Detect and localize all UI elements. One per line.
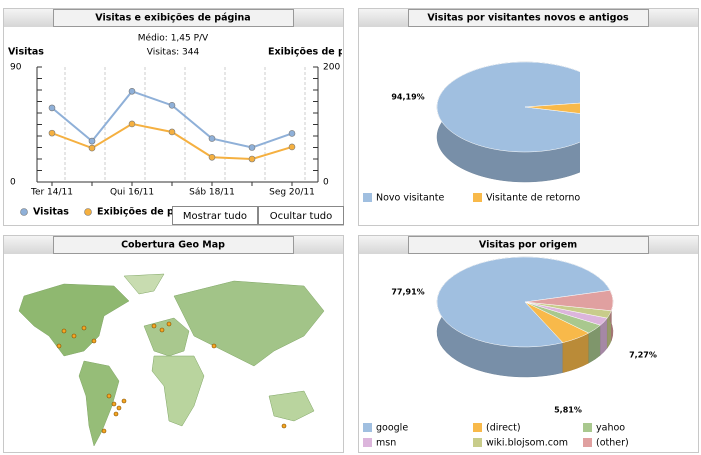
legend-label: (direct) [486,423,521,434]
point [288,130,296,137]
x-tick-label: Seg 20/11 [269,188,315,198]
point [288,143,296,151]
legend-label: (other) [596,438,629,449]
point [48,104,56,112]
point [48,129,56,137]
y2-tick-label: 200 [323,63,340,73]
button-label[interactable]: Mostrar tudo [183,211,247,222]
point [128,87,136,95]
panel-title: Visitas por visitantes novos e antigos [427,13,629,24]
legend-label: wiki.blojsom.com [486,438,568,449]
legend-label: Exibições de página [97,207,204,218]
legend-swatch [363,423,372,432]
legend-label: Novo visitante [376,193,445,204]
panel [3,8,344,226]
y-axis-label: Visitas [8,47,44,58]
y-tick-label: 90 [10,63,22,73]
panel-tab [408,236,649,254]
button[interactable] [172,206,258,225]
point [208,153,216,161]
button-label[interactable]: Ocultar tudo [270,211,333,222]
value-label: 94,19% [391,93,424,102]
legend-label: google [376,423,408,434]
pie-slice [436,61,580,153]
point [88,144,96,152]
y-tick-label: 0 [10,178,16,188]
point [248,144,256,151]
value-label: 7,27% [629,351,657,360]
legend-label: Visitas [33,207,69,218]
legend-marker [20,208,28,216]
value-label: 77,91% [391,288,424,297]
panel-tab [408,9,649,27]
panel-title: Visitas e exibições de página [95,13,250,24]
summary: Visitas: 344 [147,48,200,58]
legend-label: msn [376,438,396,449]
legend-swatch [363,438,372,447]
legend-label: Visitante de retorno [486,193,580,204]
pie-slice [524,102,580,114]
panel-tab [53,9,294,27]
panel-title: Cobertura Geo Map [121,240,225,251]
panel-title: Visitas por origem [479,240,577,251]
value-label: 5,81% [554,406,582,415]
pie-chart: 77,91% 5,81% 7,27% google (direct) yahoo msn wi… [363,256,657,449]
subtitle: Médio: 1,45 P/V [138,33,209,44]
button[interactable] [258,206,344,225]
legend-swatch [473,423,482,432]
panel-tab [53,236,294,254]
y2-axis-label: Exibições de página [268,47,375,58]
legend-marker [84,208,92,216]
legend-swatch [473,193,482,202]
pie-slice [436,256,611,348]
point [208,135,216,142]
line-chart: Médio: 1,45 P/V Visitas: 344 Visitas Exibiç… [8,33,375,218]
point [168,128,176,136]
point [248,155,256,163]
x-tick-label: Qui 16/11 [110,188,154,198]
point [168,102,176,109]
continents [18,273,325,447]
x-tick-label: Sáb 18/11 [189,188,235,198]
y2-tick-label: 0 [323,178,329,188]
x-tick-label: Ter 14/11 [30,188,73,198]
point [88,137,96,145]
point [128,120,136,128]
geo-map [18,273,325,447]
legend-label: yahoo [596,423,625,434]
legend-swatch [473,438,482,447]
legend-swatch [583,423,592,432]
legend-swatch [363,193,372,202]
pie-slice [524,290,614,311]
legend-swatch [583,438,592,447]
city-markers [56,321,287,434]
